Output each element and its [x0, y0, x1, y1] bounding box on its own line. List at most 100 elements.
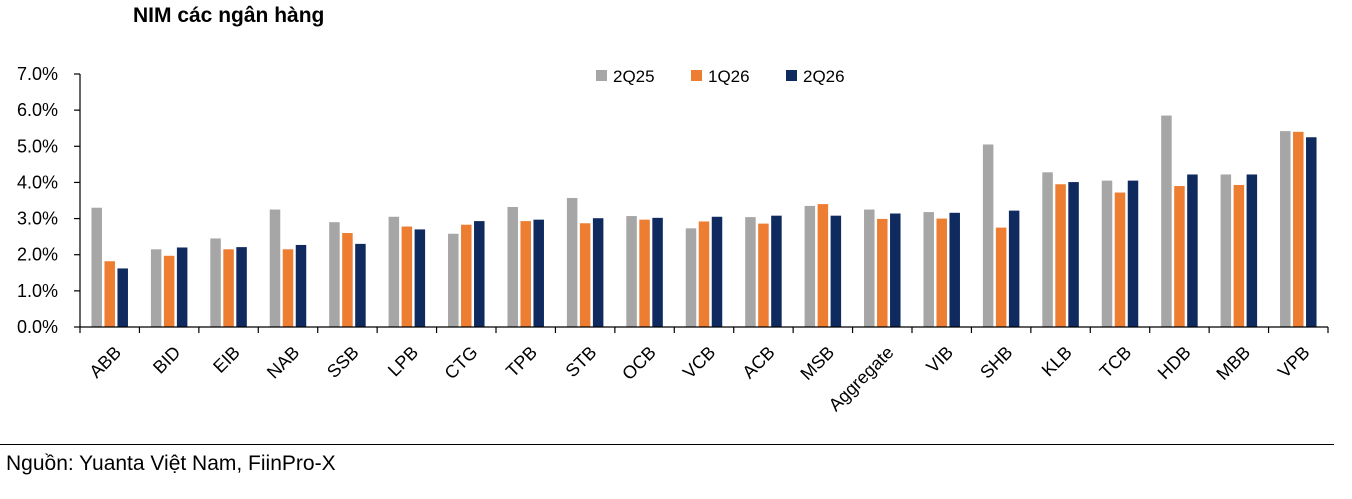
- bar-2Q26-HDB: [1187, 174, 1198, 327]
- bar-2Q25-STB: [566, 197, 578, 327]
- x-category-label: ACB: [738, 342, 778, 382]
- bar-1Q26-NAB: [282, 249, 294, 327]
- bar-1Q26-ABB: [104, 261, 115, 327]
- bar-2Q26-VCB: [711, 216, 723, 327]
- bar-2Q26-ABB: [117, 268, 128, 327]
- source-note: Nguồn: Yuanta Việt Nam, FiinPro-X: [6, 452, 336, 475]
- legend-label-1Q26: 1Q26: [708, 67, 750, 86]
- bar-2Q26-VPB: [1306, 137, 1317, 327]
- bar-2Q25-LPB: [388, 216, 400, 327]
- x-axis: ABB BID EIB NAB SSB LPB CTG TPB STB OCB VCB ACB MSBA…: [79, 326, 1329, 415]
- y-tick-label: 4.0%: [17, 172, 58, 192]
- x-category-label: VIB: [922, 342, 957, 377]
- bar-1Q26-Aggregate: [877, 218, 888, 327]
- bar-2Q26-SSB: [355, 243, 366, 327]
- bar-2Q26-STB: [592, 218, 604, 327]
- bar-2Q26-BID: [176, 247, 188, 327]
- bar-2Q25-MSB: [804, 205, 816, 327]
- x-category-label: EIB: [209, 342, 244, 377]
- bar-1Q26-TPB: [520, 221, 531, 327]
- bar-2Q26-ACB: [771, 215, 782, 327]
- bar-2Q25-TCB: [1101, 180, 1113, 327]
- bar-2Q26-TPB: [533, 219, 544, 327]
- bar-2Q25-SSB: [329, 222, 340, 327]
- x-category-label: TPB: [502, 342, 541, 381]
- x-category-label: MSB: [796, 342, 838, 384]
- x-category-label: NAB: [263, 342, 303, 382]
- bar-2Q25-HDB: [1161, 115, 1172, 327]
- bar-1Q26-TCB: [1114, 192, 1126, 327]
- x-category-label: LPB: [384, 342, 422, 380]
- legend-swatch-2Q26: [786, 70, 797, 81]
- x-category-label: STB: [562, 342, 601, 381]
- legend: 2Q25 1Q26 2Q26: [596, 67, 845, 86]
- bar-2Q25-VIB: [923, 212, 934, 327]
- bar-2Q26-TCB: [1127, 180, 1139, 327]
- x-category-label: Aggregate: [825, 342, 898, 415]
- bar-2Q26-SHB: [1008, 210, 1020, 327]
- x-category-label: MBB: [1212, 342, 1254, 384]
- footer-divider: [0, 444, 1334, 445]
- y-tick-label: 7.0%: [17, 64, 58, 84]
- bar-1Q26-EIB: [223, 249, 234, 327]
- bar-2Q25-TPB: [507, 207, 518, 327]
- bar-2Q25-OCB: [626, 216, 637, 327]
- x-category-label: VPB: [1274, 342, 1314, 382]
- bar-1Q26-VPB: [1293, 131, 1304, 327]
- x-category-label: KLB: [1038, 342, 1076, 380]
- bar-2Q26-CTG: [474, 221, 485, 327]
- bar-2Q26-MBB: [1246, 174, 1258, 327]
- legend-swatch-2Q25: [596, 70, 607, 81]
- bar-2Q26-EIB: [236, 247, 247, 327]
- chart-title: NIM các ngân hàng: [133, 4, 325, 27]
- bar-2Q26-OCB: [652, 217, 663, 327]
- bar-2Q25-CTG: [448, 233, 459, 327]
- x-category-label: BID: [149, 342, 184, 377]
- bar-2Q25-ABB: [91, 207, 102, 327]
- bar-1Q26-SHB: [995, 227, 1007, 327]
- bar-1Q26-VIB: [936, 218, 947, 327]
- bar-1Q26-VCB: [698, 221, 710, 327]
- bar-2Q25-NAB: [269, 209, 281, 327]
- bar-2Q26-Aggregate: [890, 213, 901, 327]
- bar-2Q26-KLB: [1068, 182, 1079, 327]
- x-category-label: CTG: [441, 342, 482, 383]
- legend-swatch-1Q26: [691, 70, 702, 81]
- y-tick-label: 1.0%: [17, 281, 58, 301]
- bar-2Q25-VPB: [1280, 131, 1291, 327]
- bar-2Q26-VIB: [949, 212, 960, 327]
- bar-1Q26-LPB: [401, 226, 413, 327]
- bar-2Q26-NAB: [295, 244, 307, 327]
- bar-chart: 0.0% 1.0% 2.0% 3.0% 4.0% 5.0% 6.0% 7.0% ABB BID E…: [17, 64, 1329, 415]
- bar-1Q26-ACB: [758, 223, 769, 327]
- bar-2Q25-MBB: [1220, 174, 1232, 327]
- y-axis: 0.0% 1.0% 2.0% 3.0% 4.0% 5.0% 6.0% 7.0%: [17, 64, 81, 337]
- bar-2Q25-ACB: [745, 217, 756, 327]
- x-category-label: SHB: [976, 342, 1016, 382]
- x-category-label: HDB: [1154, 342, 1195, 383]
- x-category-label: VCB: [679, 342, 719, 382]
- bar-1Q26-STB: [579, 223, 591, 327]
- bar-1Q26-OCB: [639, 219, 650, 327]
- legend-label-2Q26: 2Q26: [803, 67, 845, 86]
- bars: [91, 115, 1317, 327]
- bar-1Q26-MBB: [1233, 184, 1245, 327]
- y-tick-label: 0.0%: [17, 317, 58, 337]
- bar-2Q25-BID: [150, 249, 162, 327]
- x-category-label: TCB: [1096, 342, 1136, 382]
- bar-1Q26-HDB: [1174, 186, 1185, 327]
- bar-2Q25-KLB: [1042, 172, 1053, 327]
- bar-2Q26-MSB: [830, 215, 842, 327]
- x-category-label: SSB: [323, 342, 363, 382]
- bar-2Q26-LPB: [414, 229, 426, 327]
- y-tick-label: 2.0%: [17, 245, 58, 265]
- y-tick-label: 6.0%: [17, 100, 58, 120]
- y-tick-label: 5.0%: [17, 136, 58, 156]
- legend-label-2Q25: 2Q25: [613, 67, 655, 86]
- bar-1Q26-SSB: [342, 233, 353, 327]
- bar-1Q26-BID: [163, 255, 175, 327]
- y-tick-label: 3.0%: [17, 209, 58, 229]
- bar-2Q25-SHB: [982, 144, 994, 327]
- bar-1Q26-MSB: [817, 204, 829, 327]
- bar-2Q25-EIB: [210, 238, 221, 327]
